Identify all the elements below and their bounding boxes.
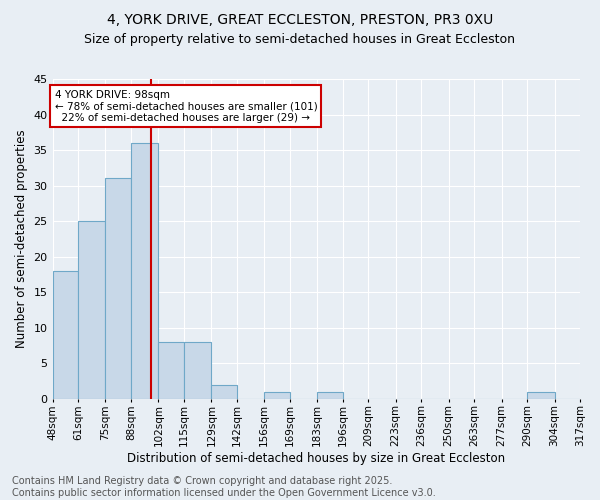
Bar — [158, 342, 184, 399]
Text: 4 YORK DRIVE: 98sqm
← 78% of semi-detached houses are smaller (101)
  22% of sem: 4 YORK DRIVE: 98sqm ← 78% of semi-detach… — [55, 90, 317, 123]
Bar — [106, 178, 131, 399]
Text: Size of property relative to semi-detached houses in Great Eccleston: Size of property relative to semi-detach… — [85, 32, 515, 46]
Bar — [53, 271, 78, 399]
Bar — [131, 143, 158, 399]
Bar — [527, 392, 554, 399]
Bar — [265, 392, 290, 399]
Text: 4, YORK DRIVE, GREAT ECCLESTON, PRESTON, PR3 0XU: 4, YORK DRIVE, GREAT ECCLESTON, PRESTON,… — [107, 12, 493, 26]
Y-axis label: Number of semi-detached properties: Number of semi-detached properties — [15, 130, 28, 348]
Bar — [184, 342, 211, 399]
Text: Contains HM Land Registry data © Crown copyright and database right 2025.
Contai: Contains HM Land Registry data © Crown c… — [12, 476, 436, 498]
Bar — [78, 221, 106, 399]
X-axis label: Distribution of semi-detached houses by size in Great Eccleston: Distribution of semi-detached houses by … — [127, 452, 505, 465]
Bar — [317, 392, 343, 399]
Bar — [211, 384, 237, 399]
